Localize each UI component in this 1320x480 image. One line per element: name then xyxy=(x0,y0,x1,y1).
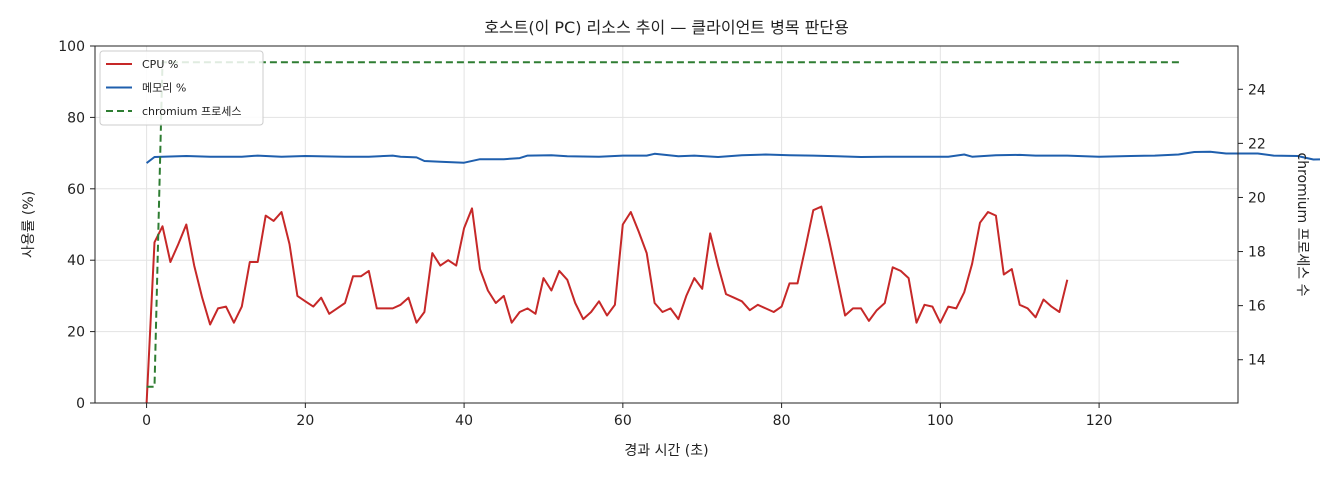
y2-tick-label: 14 xyxy=(1248,353,1266,369)
y-tick-label: 60 xyxy=(67,182,85,198)
x-tick-label: 60 xyxy=(614,413,632,429)
y-tick-label: 20 xyxy=(67,325,85,341)
x-tick-label: 40 xyxy=(455,413,473,429)
series-line xyxy=(145,205,1069,404)
y-tick-label: 0 xyxy=(76,396,85,412)
legend: CPU % 메모리 % chromium 프로세스 xyxy=(99,50,264,126)
legend-box xyxy=(99,50,264,126)
y2-tick-label: 22 xyxy=(1248,136,1266,152)
x-tick-label: 0 xyxy=(142,413,151,429)
x-tick-label: 100 xyxy=(927,413,954,429)
series-line xyxy=(145,150,1320,164)
grid xyxy=(95,45,1238,404)
series-layer xyxy=(145,61,1320,404)
plot-frame xyxy=(94,45,1239,404)
series-line xyxy=(146,61,1183,388)
chart-title: 호스트(이 PC) 리소스 추이 — 클라이언트 병목 판단용 xyxy=(484,18,849,37)
x-tick-label: 80 xyxy=(773,413,791,429)
y-tick-label: 100 xyxy=(58,39,85,55)
legend-label: 메모리 % xyxy=(142,82,186,95)
y2-tick-label: 16 xyxy=(1248,299,1266,315)
x-axis-title: 경과 시간 (초) xyxy=(624,443,708,459)
y-tick-label: 40 xyxy=(67,253,85,269)
legend-label: chromium 프로세스 xyxy=(142,105,241,118)
y-axis-title: 사용률 (%) xyxy=(21,191,37,258)
y2-axis-title: chromium 프로세스 수 xyxy=(1294,153,1310,297)
y2-tick-label: 24 xyxy=(1248,82,1266,98)
legend-label: CPU % xyxy=(142,58,178,71)
x-tick-label: 120 xyxy=(1086,413,1113,429)
y2-tick-label: 20 xyxy=(1248,190,1266,206)
y-tick-label: 80 xyxy=(67,110,85,126)
axis-ticks: 0 20 40 60 80 100 120 0 20 40 60 80 100 14 16 18 20 22 24 xyxy=(58,39,1266,429)
x-tick-label: 20 xyxy=(296,413,314,429)
y2-tick-label: 18 xyxy=(1248,245,1266,261)
